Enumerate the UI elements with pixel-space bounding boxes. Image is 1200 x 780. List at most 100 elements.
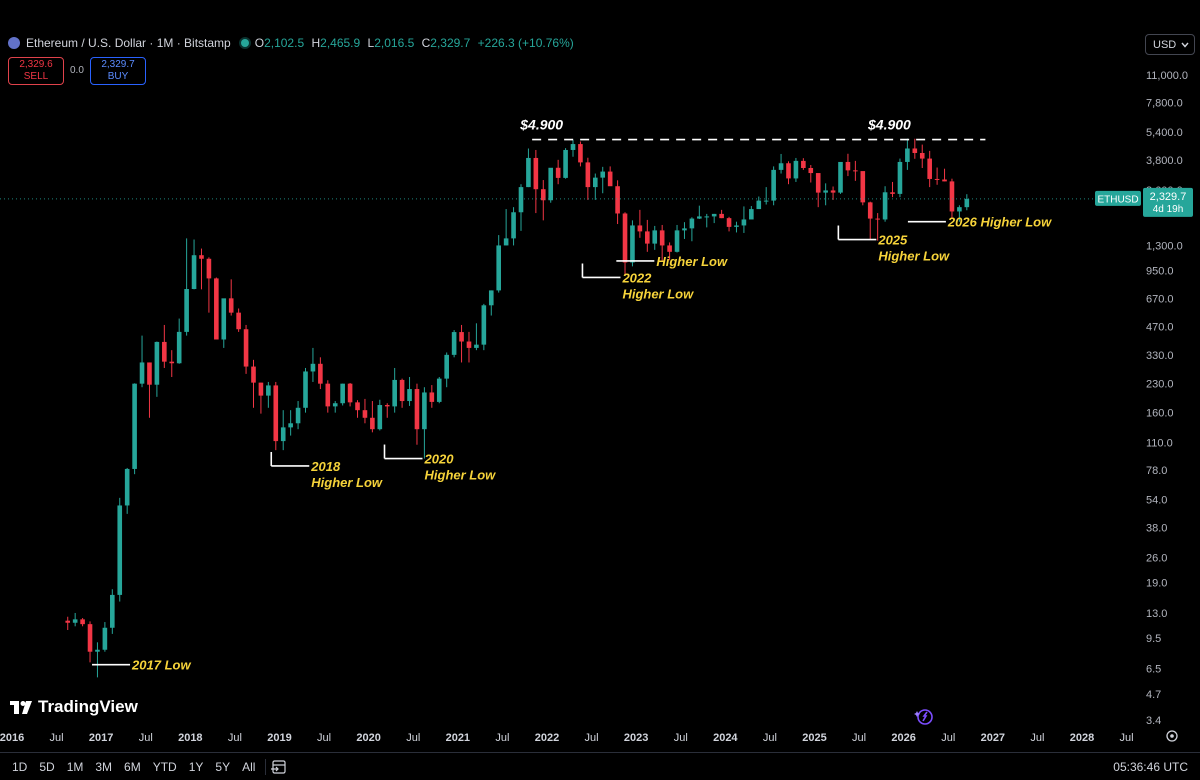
candle <box>763 187 769 205</box>
range-ytd[interactable]: YTD <box>152 759 177 774</box>
candle-body <box>905 148 910 162</box>
candle <box>384 403 390 418</box>
candle-body <box>942 179 947 182</box>
candle <box>942 168 947 182</box>
x-tick-label: 2023 <box>624 732 648 744</box>
candle <box>139 335 145 388</box>
candle-body <box>422 392 427 430</box>
range-3m[interactable]: 3M <box>95 759 113 774</box>
candle <box>102 622 108 652</box>
symbol-title[interactable]: Ethereum / U.S. Dollar · 1M · Bitstamp <box>26 36 231 50</box>
candle-body <box>332 403 338 407</box>
candle <box>110 589 115 634</box>
annotation-label: 2022 <box>621 270 652 285</box>
range-6m[interactable]: 6M <box>124 759 141 774</box>
candle-body <box>258 382 264 396</box>
sparkle-icon[interactable] <box>914 707 934 727</box>
candle-body <box>221 298 227 340</box>
candle-body <box>652 230 658 244</box>
candle-body <box>555 167 561 178</box>
sell-button[interactable]: 2,329.6 SELL <box>8 57 64 85</box>
candle-body <box>154 341 160 385</box>
candle <box>741 206 747 233</box>
candle-body <box>830 190 836 193</box>
candle <box>154 341 160 397</box>
annotation: $4.900 <box>867 117 911 133</box>
candle-body <box>697 216 702 219</box>
go-to-date-icon[interactable] <box>270 759 288 775</box>
y-tick-label: 1,300.0 <box>1146 240 1183 252</box>
candle <box>496 235 502 293</box>
settings-icon[interactable] <box>1166 730 1178 742</box>
candle-body <box>600 171 606 178</box>
y-tick-label: 13.0 <box>1146 608 1167 620</box>
candle-body <box>407 389 412 402</box>
x-tick-label: Jul <box>1030 732 1044 744</box>
annotation: Higher Low <box>616 254 728 269</box>
time-axis: 2016 Jul 2017 Jul 2018 Jul 2019 Jul 2020 Jul 2021 J… <box>0 730 1178 744</box>
y-tick-label: 4.7 <box>1146 689 1161 701</box>
x-tick-label: Jul <box>495 732 509 744</box>
candle <box>585 157 591 200</box>
candle-body <box>295 407 301 424</box>
range-1y[interactable]: 1Y <box>188 759 204 774</box>
x-tick-label: Jul <box>763 732 777 744</box>
range-1m[interactable]: 1M <box>66 759 84 774</box>
candle-body <box>280 427 286 442</box>
range-all[interactable]: All <box>242 759 256 774</box>
candle <box>793 157 799 182</box>
candle <box>927 150 932 188</box>
candle-body <box>355 402 360 411</box>
annotation-label: 2017 Low <box>131 658 191 673</box>
candle-body <box>771 169 776 201</box>
candle <box>890 181 895 198</box>
range-1d[interactable]: 1D <box>12 759 28 774</box>
candle <box>436 377 442 404</box>
currency-select[interactable]: USD <box>1145 34 1195 55</box>
candle-body <box>124 468 130 506</box>
candle <box>815 173 821 208</box>
candle <box>756 196 762 210</box>
symbol-tag: ETHUSD <box>1097 194 1138 205</box>
candle <box>414 383 420 445</box>
x-tick-label: Jul <box>317 732 331 744</box>
candle-body <box>793 160 799 179</box>
candle-body <box>919 152 925 159</box>
range-5d[interactable]: 5D <box>39 759 55 774</box>
candle <box>964 194 970 211</box>
symbol-header: Ethereum / U.S. Dollar · 1M · Bitstamp O… <box>8 36 578 50</box>
range-5y[interactable]: 5Y <box>215 759 231 774</box>
candle-body <box>957 207 962 212</box>
x-tick-label: Jul <box>941 732 955 744</box>
candle <box>199 248 204 290</box>
candle-body <box>444 354 449 379</box>
candle-body <box>867 202 873 219</box>
candle-body <box>578 144 583 163</box>
candle <box>905 138 910 170</box>
candle-body <box>927 158 932 179</box>
candle-body <box>110 594 115 628</box>
candle <box>377 399 383 431</box>
candle-body <box>897 161 903 194</box>
sell-price: 2,329.6 <box>19 59 53 70</box>
candle-body <box>838 161 843 193</box>
candle-body <box>719 213 724 219</box>
ohlc-readout: O2,102.5 H2,465.9 L2,016.5 C2,329.7 +226… <box>254 36 574 50</box>
utc-clock[interactable]: 05:36:46 UTC <box>1113 760 1188 774</box>
x-tick-label: Jul <box>406 732 420 744</box>
candle-body <box>370 417 375 430</box>
candle-body <box>607 171 613 187</box>
candle-body <box>585 162 591 188</box>
settings-icon-ring <box>1166 730 1178 742</box>
candle <box>87 621 93 663</box>
buy-button[interactable]: 2,329.7 BUY <box>90 57 146 85</box>
candle <box>459 324 464 363</box>
spread-value: 0.0 <box>70 65 84 76</box>
candle <box>347 382 353 407</box>
candle-body <box>72 619 78 623</box>
candle <box>652 225 658 250</box>
